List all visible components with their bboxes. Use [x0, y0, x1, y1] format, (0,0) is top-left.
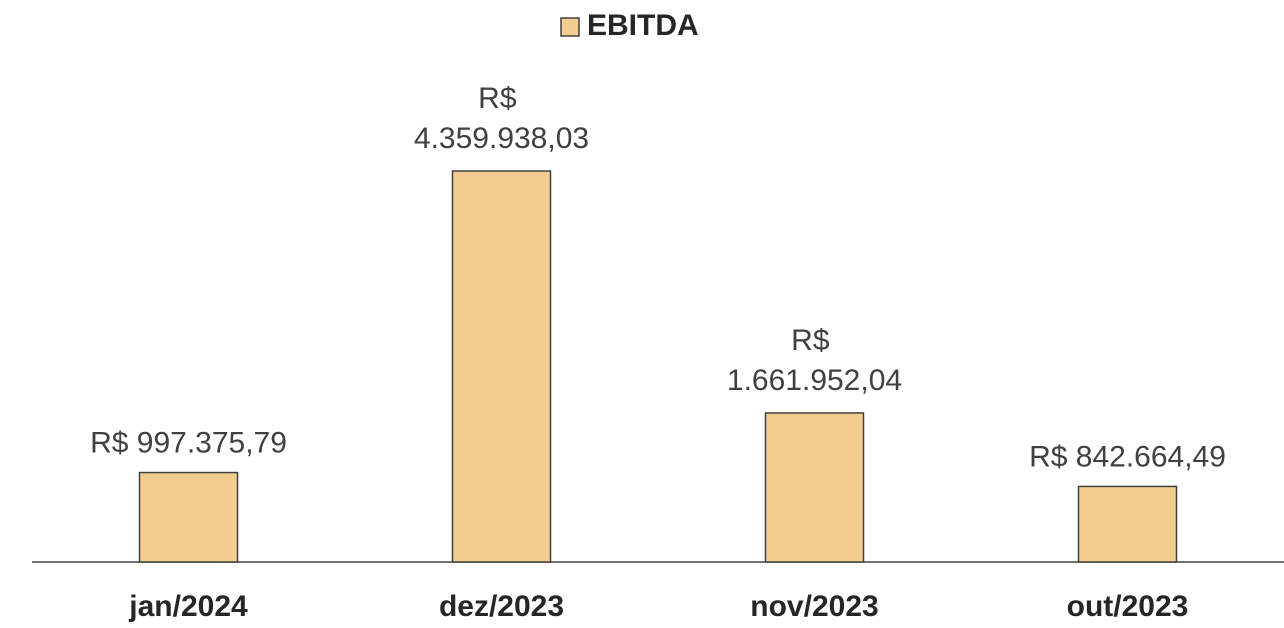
data-label-line: 4.359.938,03: [414, 122, 589, 155]
bar: [1077, 485, 1178, 563]
bar: [138, 471, 239, 563]
x-tick-label: out/2023: [1067, 590, 1189, 623]
x-tick-label: nov/2023: [750, 590, 878, 623]
bar: [764, 412, 865, 563]
x-tick-label: dez/2023: [439, 590, 564, 623]
data-label: R$ 4.359.938,03: [414, 82, 589, 155]
legend-label: EBITDA: [587, 9, 699, 42]
bar: [451, 170, 552, 563]
x-tick-label: jan/2024: [128, 590, 248, 623]
data-label-line: R$: [791, 324, 838, 357]
legend-swatch: [560, 17, 580, 37]
data-label: R$ 842.664,49: [1029, 440, 1226, 473]
data-label-line: 1.661.952,04: [727, 364, 902, 397]
data-label: R$ 997.375,79: [90, 426, 287, 459]
data-label: R$ 1.661.952,04: [727, 324, 902, 397]
data-label-line: R$: [478, 82, 525, 115]
